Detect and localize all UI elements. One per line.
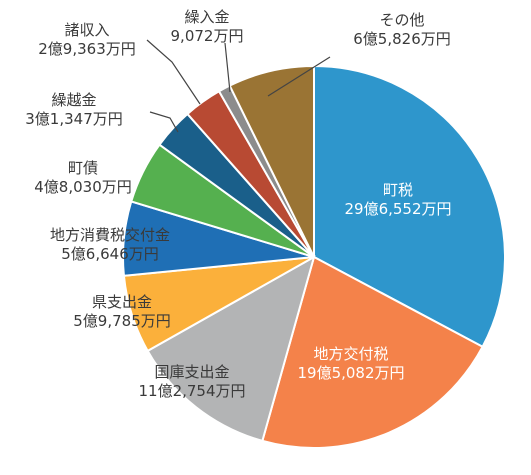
slice-name-4: 地方消費税交付金 xyxy=(50,226,170,244)
slice-value-5: 4億8,030万円 xyxy=(34,178,132,196)
pie-slice-0 xyxy=(313,64,506,349)
slice-value-4: 5億6,646万円 xyxy=(61,245,159,263)
slice-label-8: 繰入金 9,072万円 xyxy=(171,8,244,45)
slice-value-8: 9,072万円 xyxy=(171,27,244,45)
slice-value-2: 11億2,754万円 xyxy=(138,382,245,400)
pie-slice-2 xyxy=(146,254,316,443)
slice-name-2: 国庫支出金 xyxy=(154,363,229,381)
slice-label-0: 町税 29億6,552万円 xyxy=(344,181,451,218)
slice-name-9: その他 xyxy=(379,11,424,29)
leader-line-7 xyxy=(146,39,201,105)
slice-value-0: 29億6,552万円 xyxy=(344,200,451,218)
slice-name-8: 繰入金 xyxy=(184,8,229,26)
slice-value-1: 19億5,082万円 xyxy=(297,364,404,382)
slice-name-5: 町債 xyxy=(68,159,98,177)
slice-label-6: 繰越金 3億1,347万円 xyxy=(25,91,123,128)
slice-label-3: 県支出金 5億9,785万円 xyxy=(73,293,171,330)
slice-value-3: 5億9,785万円 xyxy=(73,312,171,330)
slice-name-6: 繰越金 xyxy=(51,91,96,109)
slice-name-1: 地方交付税 xyxy=(313,345,388,363)
slice-value-9: 6億5,826万円 xyxy=(353,30,451,48)
slice-label-9: その他 6億5,826万円 xyxy=(353,11,451,48)
pie-slice-1 xyxy=(261,255,484,449)
leader-line-6 xyxy=(149,111,179,133)
slice-value-6: 3億1,347万円 xyxy=(25,110,123,128)
slice-label-5: 町債 4億8,030万円 xyxy=(34,159,132,196)
slice-name-3: 県支出金 xyxy=(92,293,152,311)
slice-label-1: 地方交付税 19億5,082万円 xyxy=(297,345,404,382)
slice-label-7: 諸収入 2億9,363万円 xyxy=(38,21,136,58)
leader-line-9 xyxy=(267,56,331,97)
slice-label-2: 国庫支出金 11億2,754万円 xyxy=(138,363,245,400)
slice-value-7: 2億9,363万円 xyxy=(38,40,136,58)
slice-label-4: 地方消費税交付金 5億6,646万円 xyxy=(50,226,170,263)
slice-name-7: 諸収入 xyxy=(64,21,109,39)
leader-line-8 xyxy=(224,42,231,93)
slice-name-0: 町税 xyxy=(383,181,413,199)
